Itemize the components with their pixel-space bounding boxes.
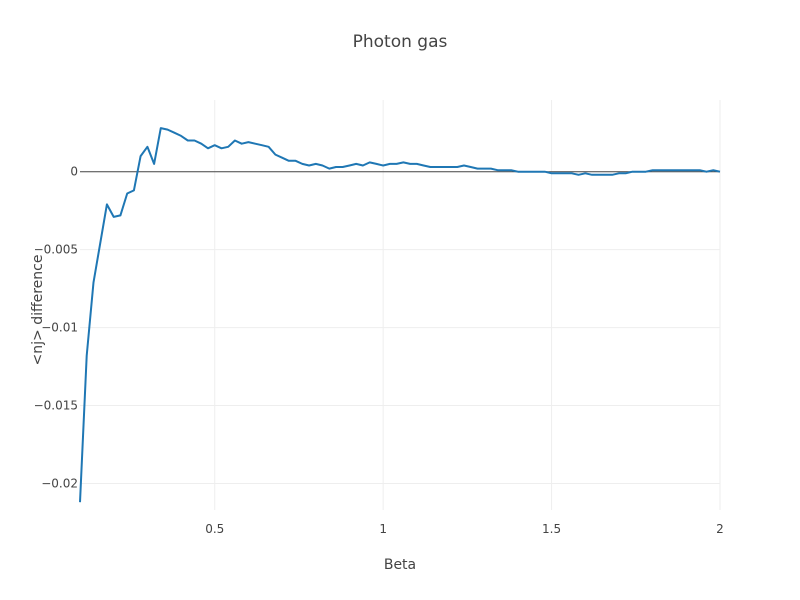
x-tick-label: 0.5 xyxy=(205,522,224,536)
chart-title: Photon gas xyxy=(352,32,448,52)
y-tick-label: −0.015 xyxy=(34,399,78,413)
y-tick-label: −0.01 xyxy=(41,321,78,335)
series-line xyxy=(79,127,721,503)
y-tick-label: 0 xyxy=(70,165,78,179)
x-axis-label: Beta xyxy=(383,557,417,573)
y-tick-label: −0.02 xyxy=(41,476,78,490)
y-tick-label: −0.005 xyxy=(34,243,78,257)
x-tick-label: 1.5 xyxy=(542,522,561,536)
x-tick-label: 2 xyxy=(716,522,724,536)
x-tick-label: 1 xyxy=(379,522,387,536)
